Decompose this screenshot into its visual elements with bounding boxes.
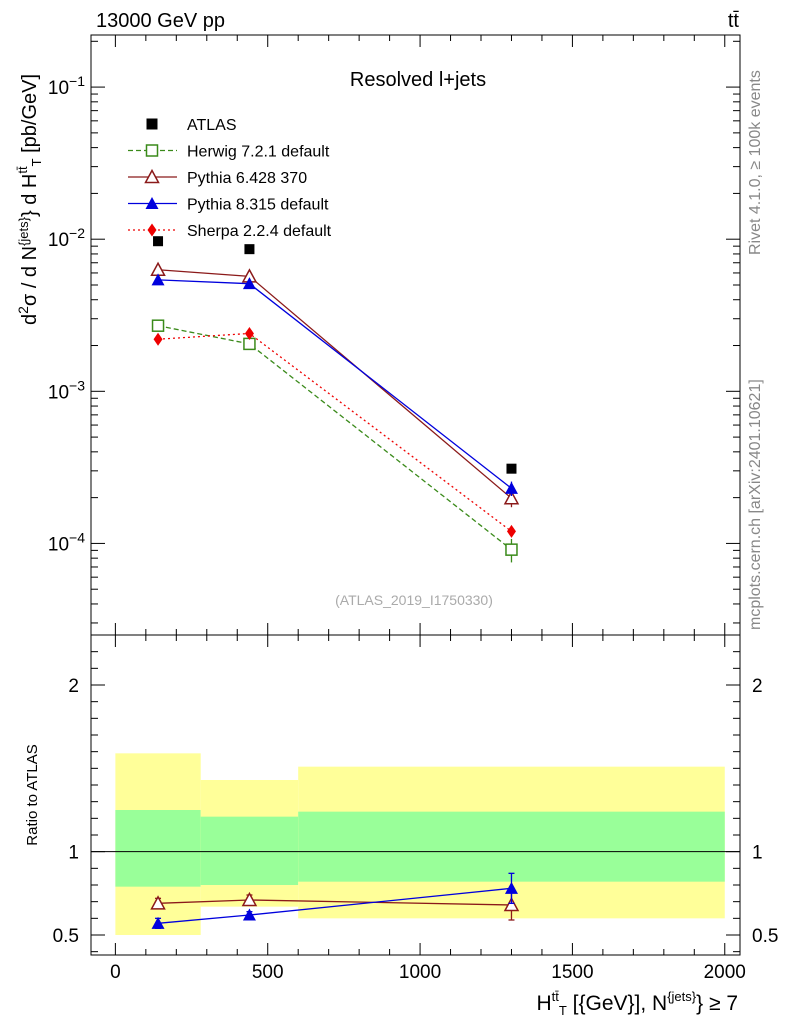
x-title-text: Htt̄T [{GeV}], N{jets}} ≥ 7 <box>536 989 738 1018</box>
band-stat <box>200 816 299 885</box>
main-panel: 10−1 10−2 10−3 10−4 <box>48 34 741 955</box>
band-stat <box>115 810 201 887</box>
ratio-point <box>241 891 258 907</box>
ratio-frame <box>90 634 741 956</box>
y-title-text: d2σ / d N{jets}} d Htt̄T [pb/GeV] <box>15 74 44 325</box>
legend-label: Pythia 6.428 370 <box>187 170 307 187</box>
series-point <box>506 524 516 538</box>
x-tick-label: 0 <box>110 962 121 983</box>
ratio-tick-label-right: 0.5 <box>752 926 778 947</box>
ratio-point <box>504 881 518 894</box>
mcplots-label: mcplots.cern.ch [arXiv:2401.10621] <box>747 379 764 630</box>
series-line <box>157 325 512 551</box>
legend-label: Herwig 7.2.1 default <box>187 144 330 161</box>
energy-label: 13000 GeV pp <box>96 10 225 32</box>
ratio-tick-label: 0.5 <box>53 926 79 947</box>
y-tick-label: 10−3 <box>48 377 85 403</box>
ratio-point <box>242 908 256 921</box>
ratio-tick-label: 2 <box>68 676 79 697</box>
ratio-tick-label-right: 1 <box>752 843 763 864</box>
ratio-panel: 0 500 1000 1500 2000 2 2 1 1 0.5 0.5 <box>53 634 778 983</box>
legend-marker <box>145 144 159 157</box>
data-point <box>244 244 255 255</box>
legend-label: Sherpa 2.2.4 default <box>187 223 332 240</box>
legend-label: Pythia 8.315 default <box>187 197 329 214</box>
ratio-tick-label: 1 <box>68 843 79 864</box>
y-tick-label: 10−4 <box>48 529 85 555</box>
series-point <box>151 319 165 332</box>
y-tick-label: 10−2 <box>48 225 85 251</box>
legend: ATLAS Herwig 7.2.1 default Pythia 6.428 37… <box>128 117 332 240</box>
data-point <box>506 463 517 474</box>
rivet-label: Rivet 4.1.0, ≥ 100k events <box>747 70 764 255</box>
legend-marker <box>145 197 159 209</box>
series-line <box>158 279 512 489</box>
chart-title: Resolved l+jets <box>350 69 486 91</box>
ratio-point <box>503 896 520 912</box>
x-tick-label: 1000 <box>399 962 441 983</box>
x-axis-title: Htt̄T [{GeV}], N{jets}} ≥ 7 <box>536 989 738 1018</box>
series-point <box>504 481 518 494</box>
process-label: tt̄ <box>728 10 740 32</box>
data-point <box>153 236 164 247</box>
series-point <box>503 490 520 505</box>
y-tick-label: 10−1 <box>48 73 85 99</box>
ratio-y-label: Ratio to ATLAS <box>24 744 41 845</box>
ratio-point <box>150 895 166 910</box>
ratio-point <box>151 916 165 929</box>
series-point <box>151 273 165 286</box>
ratio-tick-label-right: 2 <box>752 676 763 697</box>
series-point <box>505 543 518 556</box>
x-tick-label: 2000 <box>704 962 746 983</box>
watermark: (ATLAS_2019_I1750330) <box>335 592 493 608</box>
series-point <box>153 332 163 346</box>
legend-marker <box>144 168 160 184</box>
series-line <box>157 269 512 499</box>
legend-marker <box>147 223 157 237</box>
x-tick-label: 1500 <box>551 962 593 983</box>
band-stat <box>298 811 725 882</box>
series-point <box>244 326 254 340</box>
series-line <box>157 332 512 532</box>
legend-marker <box>146 118 158 130</box>
y-axis-title: d2σ / d N{jets}} d Htt̄T [pb/GeV] <box>15 74 44 325</box>
series-point <box>243 337 256 351</box>
series-point <box>242 277 256 290</box>
legend-label: ATLAS <box>187 117 237 134</box>
x-tick-label: 500 <box>252 962 284 983</box>
